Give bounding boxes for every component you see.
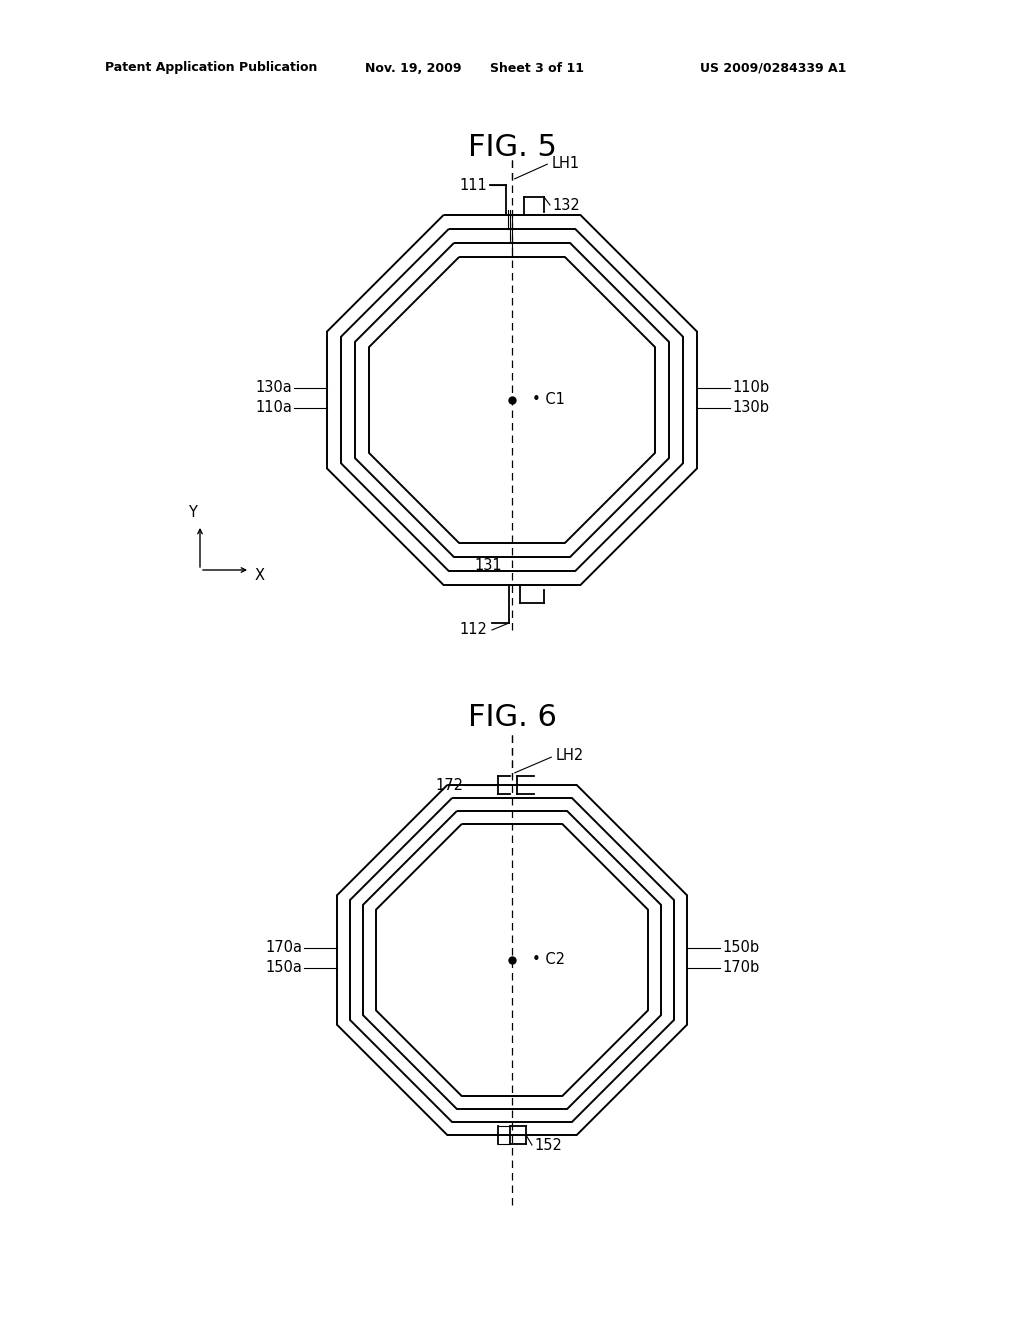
Text: Nov. 19, 2009: Nov. 19, 2009	[365, 62, 462, 74]
Text: 172: 172	[435, 777, 463, 792]
Text: 110b: 110b	[732, 380, 769, 396]
Text: 132: 132	[552, 198, 580, 213]
Text: LH1: LH1	[552, 156, 581, 170]
Text: 112: 112	[459, 623, 487, 638]
Text: FIG. 6: FIG. 6	[468, 704, 556, 733]
Text: Patent Application Publication: Patent Application Publication	[105, 62, 317, 74]
Text: 111: 111	[459, 177, 487, 193]
Text: 150b: 150b	[722, 940, 759, 956]
Text: 130a: 130a	[255, 380, 292, 396]
Text: Sheet 3 of 11: Sheet 3 of 11	[490, 62, 584, 74]
Text: US 2009/0284339 A1: US 2009/0284339 A1	[700, 62, 847, 74]
Text: FIG. 5: FIG. 5	[468, 133, 556, 162]
Text: 110a: 110a	[255, 400, 292, 416]
Text: 152: 152	[534, 1138, 562, 1152]
Text: 170a: 170a	[265, 940, 302, 956]
Text: 150a: 150a	[265, 961, 302, 975]
Text: 131: 131	[474, 557, 502, 573]
Text: LH2: LH2	[556, 748, 585, 763]
Text: • C1: • C1	[532, 392, 565, 408]
Text: 170b: 170b	[722, 961, 759, 975]
Text: X: X	[255, 568, 265, 582]
Text: • C2: • C2	[532, 953, 565, 968]
Text: Y: Y	[187, 506, 197, 520]
Text: 130b: 130b	[732, 400, 769, 416]
